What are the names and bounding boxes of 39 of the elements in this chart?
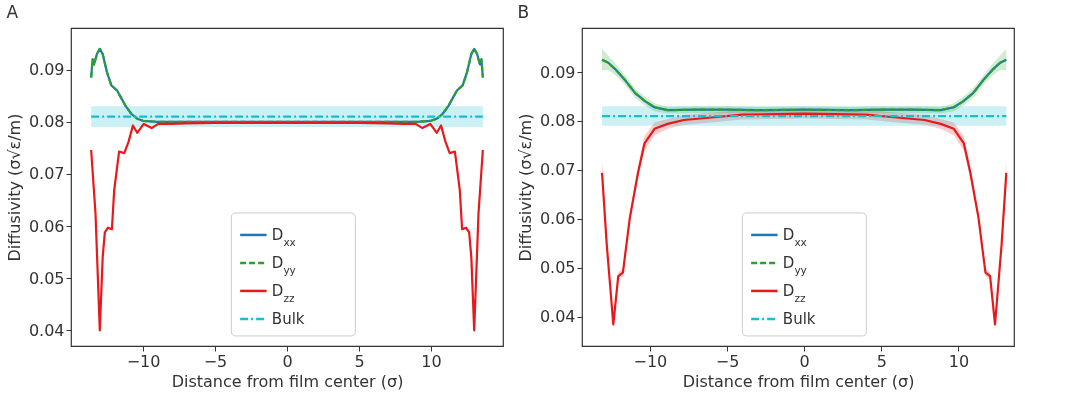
x-axis-title: Distance from film center (σ) bbox=[682, 371, 915, 391]
x-tick-label: 0 bbox=[282, 351, 293, 371]
y-tick-label: 0.05 bbox=[539, 258, 576, 278]
line-series bbox=[600, 58, 1008, 112]
x-tick-label: 5 bbox=[354, 351, 365, 371]
y-tick-label: 0.09 bbox=[28, 60, 65, 80]
y-tick-label: 0.07 bbox=[539, 160, 576, 180]
legend-label: D$_{xx}$ bbox=[271, 225, 296, 248]
line-series bbox=[90, 121, 484, 332]
y-tick-label: 0.04 bbox=[539, 307, 576, 327]
legend-label: Bulk bbox=[782, 309, 816, 328]
y-tick-label: 0.07 bbox=[28, 164, 65, 184]
x-tick-label: −10 bbox=[633, 351, 668, 371]
legend-label: Bulk bbox=[271, 309, 305, 328]
legend-label: D$_{zz}$ bbox=[271, 281, 295, 304]
y-tick-label: 0.05 bbox=[28, 268, 65, 288]
x-tick-label: 10 bbox=[421, 351, 442, 371]
x-tick-label: 10 bbox=[948, 351, 970, 371]
y-tick-label: 0.09 bbox=[539, 62, 576, 82]
y-axis-title: Diffusivity (σ√ε/m) bbox=[4, 113, 24, 262]
line-series bbox=[90, 47, 484, 123]
chart-title: A bbox=[6, 2, 19, 22]
legend-label: D$_{xx}$ bbox=[782, 225, 807, 248]
x-tick-label: −10 bbox=[126, 351, 161, 371]
x-tick-label: 0 bbox=[799, 351, 810, 371]
chart-title: B bbox=[517, 2, 530, 22]
legend-label: D$_{zz}$ bbox=[782, 281, 806, 304]
x-tick-label: −5 bbox=[715, 351, 740, 371]
legend-label: D$_{yy}$ bbox=[271, 253, 296, 276]
x-axis-title: Distance from film center (σ) bbox=[171, 371, 404, 391]
y-tick-label: 0.06 bbox=[539, 209, 576, 229]
y-tick-label: 0.08 bbox=[539, 111, 576, 131]
y-tick-label: 0.06 bbox=[28, 216, 65, 236]
y-tick-label: 0.08 bbox=[28, 112, 65, 132]
y-axis-title: Diffusivity (σ√ε/m) bbox=[515, 113, 535, 262]
legend-label: D$_{yy}$ bbox=[782, 253, 807, 276]
x-tick-label: −5 bbox=[203, 351, 228, 371]
x-tick-label: 5 bbox=[876, 351, 887, 371]
y-tick-label: 0.04 bbox=[28, 320, 65, 340]
